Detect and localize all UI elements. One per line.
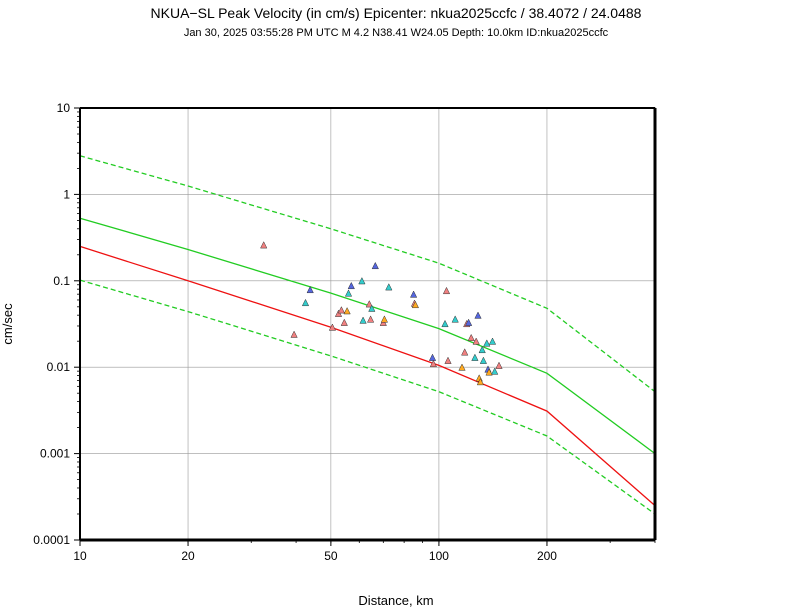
station-point (474, 311, 482, 319)
station-points (260, 241, 503, 386)
station-point (451, 315, 459, 323)
y-tick-label: 1 (63, 187, 70, 201)
x-tick-label: 20 (181, 549, 195, 563)
plot-area (80, 108, 655, 540)
station-point (358, 277, 366, 285)
station-point (260, 241, 268, 249)
station-point (409, 290, 418, 298)
y-tick-label: 0.0001 (33, 533, 70, 547)
station-point (306, 285, 314, 294)
station-point (442, 286, 451, 295)
station-point (344, 289, 353, 297)
station-point (444, 356, 452, 364)
x-tick-label: 100 (429, 549, 449, 563)
y-tick-label: 0.001 (40, 447, 70, 461)
station-point (428, 353, 437, 361)
y-tick-label: 0.1 (53, 274, 70, 288)
station-point (491, 367, 499, 375)
station-point (380, 315, 389, 323)
station-point (461, 348, 469, 356)
station-point (495, 361, 503, 369)
x-axis-label: Distance, km (358, 593, 433, 608)
station-point (347, 281, 355, 290)
station-point (485, 368, 493, 376)
model-curves (79, 155, 656, 515)
station-point (411, 300, 420, 309)
station-point (290, 330, 298, 338)
station-point (343, 307, 351, 315)
station-point (476, 377, 485, 386)
station-point (365, 300, 373, 308)
station-point (337, 306, 346, 314)
station-point (483, 339, 491, 347)
station-point (368, 304, 376, 312)
station-point (441, 319, 449, 328)
station-point (464, 318, 473, 326)
x-tick-label: 200 (537, 549, 557, 563)
station-point (359, 316, 367, 324)
x-tick-label: 50 (324, 549, 338, 563)
chart-subtitle: Jan 30, 2025 03:55:28 PM UTC M 4.2 N38.4… (184, 27, 609, 39)
grid (80, 108, 655, 540)
station-point (472, 337, 480, 345)
y-tick-label: 10 (57, 101, 71, 115)
model-curve-solid (79, 245, 656, 507)
station-point (366, 315, 375, 323)
model-curve-solid (79, 217, 656, 455)
model-curve-dashed (79, 155, 656, 393)
station-point (371, 261, 379, 270)
ticks: 10 20 50 100 200 10 1 0.1 0.01 0.001 0.0001 (33, 101, 656, 563)
station-point (340, 318, 348, 326)
station-point (328, 323, 337, 331)
x-tick-label: 10 (73, 549, 87, 563)
station-point (471, 353, 479, 361)
station-point (458, 363, 466, 371)
station-point (488, 337, 497, 345)
station-point (478, 345, 486, 354)
station-point (429, 359, 438, 368)
station-point (334, 309, 343, 317)
y-axis-label: cm/sec (0, 303, 15, 345)
y-tick-label: 0.01 (47, 360, 71, 374)
station-point (479, 356, 488, 364)
station-point (385, 283, 393, 291)
station-point (467, 333, 475, 342)
model-curve-dashed (79, 279, 656, 515)
chart-title: NKUA−SL Peak Velocity (in cm/s) Epicente… (151, 5, 642, 21)
station-point (301, 298, 310, 307)
